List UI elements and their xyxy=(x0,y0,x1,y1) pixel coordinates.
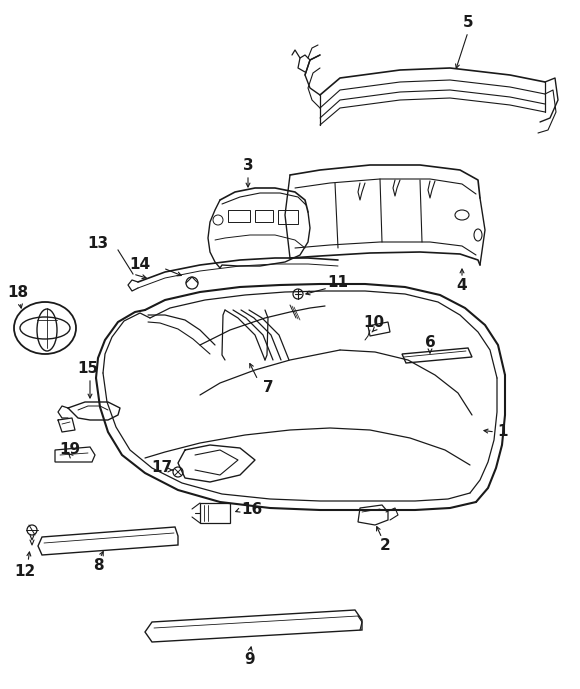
Text: 6: 6 xyxy=(425,334,436,349)
Text: 4: 4 xyxy=(456,278,467,293)
Text: 10: 10 xyxy=(364,314,385,329)
Text: 16: 16 xyxy=(241,502,263,517)
Bar xyxy=(255,210,273,222)
Text: 5: 5 xyxy=(463,14,473,30)
Text: 19: 19 xyxy=(59,442,81,457)
Text: 1: 1 xyxy=(498,424,508,440)
Bar xyxy=(228,210,250,222)
Text: 3: 3 xyxy=(242,158,253,172)
Text: 15: 15 xyxy=(78,360,99,376)
Text: 7: 7 xyxy=(263,380,273,395)
Text: 12: 12 xyxy=(14,564,35,579)
Text: 18: 18 xyxy=(8,285,28,300)
Bar xyxy=(278,210,298,224)
Text: 11: 11 xyxy=(328,274,349,289)
Text: 8: 8 xyxy=(93,557,103,573)
Text: 2: 2 xyxy=(380,539,390,553)
Text: 17: 17 xyxy=(151,460,173,475)
Text: 13: 13 xyxy=(88,236,108,251)
Text: 14: 14 xyxy=(129,256,151,271)
Text: 9: 9 xyxy=(245,652,255,668)
